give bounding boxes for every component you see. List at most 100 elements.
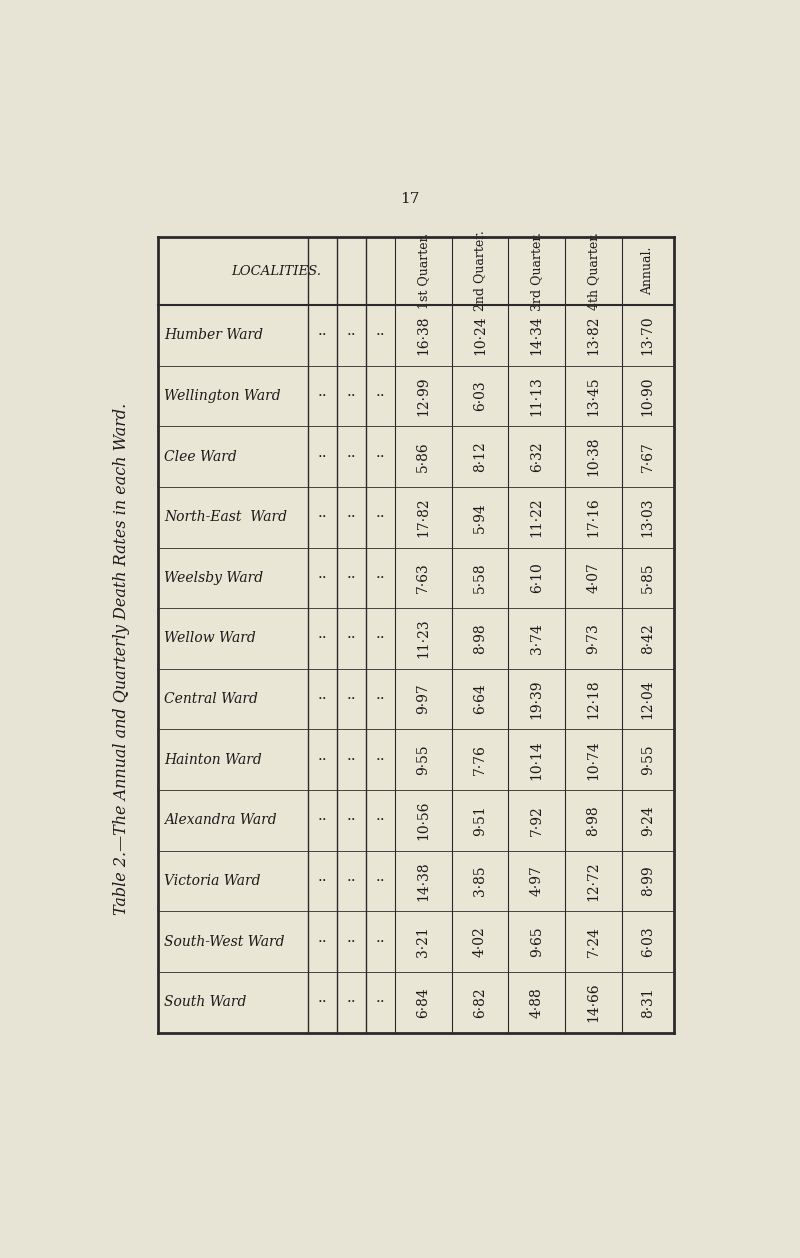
Text: ··: ·· bbox=[375, 449, 385, 463]
Text: 6·10: 6·10 bbox=[530, 562, 544, 594]
Text: ··: ·· bbox=[346, 571, 356, 585]
Text: ··: ·· bbox=[375, 995, 385, 1009]
Text: North-East  Ward: North-East Ward bbox=[164, 511, 287, 525]
Text: Annual.: Annual. bbox=[642, 247, 654, 296]
Text: ··: ·· bbox=[346, 935, 356, 949]
Text: Humber Ward: Humber Ward bbox=[164, 328, 263, 342]
Text: ··: ·· bbox=[375, 814, 385, 828]
Text: 8·98: 8·98 bbox=[473, 623, 487, 654]
Text: 8·98: 8·98 bbox=[586, 805, 601, 835]
Text: 6·32: 6·32 bbox=[530, 442, 544, 472]
Text: 9·73: 9·73 bbox=[586, 623, 601, 654]
Text: 12·18: 12·18 bbox=[586, 679, 601, 718]
Text: 3·74: 3·74 bbox=[530, 623, 544, 654]
Text: 17·82: 17·82 bbox=[416, 497, 430, 537]
Text: 13·45: 13·45 bbox=[586, 376, 601, 415]
Text: ··: ·· bbox=[375, 692, 385, 706]
Text: ··: ·· bbox=[346, 874, 356, 888]
Text: 8·12: 8·12 bbox=[473, 442, 487, 472]
Text: ··: ·· bbox=[346, 328, 356, 342]
Text: 9·65: 9·65 bbox=[530, 926, 544, 957]
Text: ··: ·· bbox=[346, 511, 356, 525]
Text: 19·39: 19·39 bbox=[530, 679, 544, 718]
Text: 3rd Quarter.: 3rd Quarter. bbox=[530, 231, 543, 311]
Text: 6·03: 6·03 bbox=[641, 926, 654, 957]
Text: 4·97: 4·97 bbox=[530, 866, 544, 897]
Text: ··: ·· bbox=[346, 752, 356, 766]
Text: 13·03: 13·03 bbox=[641, 497, 654, 537]
Bar bbox=[158, 238, 674, 1033]
Text: 4·07: 4·07 bbox=[586, 562, 601, 594]
Text: 17·16: 17·16 bbox=[586, 497, 601, 537]
Text: 11·23: 11·23 bbox=[416, 619, 430, 658]
Text: 10·24: 10·24 bbox=[473, 316, 487, 355]
Text: 8·42: 8·42 bbox=[641, 623, 654, 654]
Text: 9·97: 9·97 bbox=[416, 684, 430, 715]
Text: 9·51: 9·51 bbox=[473, 805, 487, 835]
Text: 10·38: 10·38 bbox=[586, 437, 601, 477]
Text: 17: 17 bbox=[400, 191, 420, 206]
Text: 7·67: 7·67 bbox=[641, 442, 654, 472]
Text: Wellington Ward: Wellington Ward bbox=[164, 389, 281, 403]
Text: 5·94: 5·94 bbox=[473, 502, 487, 532]
Text: South-West Ward: South-West Ward bbox=[164, 935, 285, 949]
Text: ··: ·· bbox=[318, 692, 327, 706]
Text: ··: ·· bbox=[318, 449, 327, 463]
Text: 14·38: 14·38 bbox=[416, 862, 430, 901]
Text: ··: ·· bbox=[318, 511, 327, 525]
Text: 6·82: 6·82 bbox=[473, 988, 487, 1018]
Text: 6·64: 6·64 bbox=[473, 684, 487, 715]
Text: 7·92: 7·92 bbox=[530, 805, 544, 835]
Text: Victoria Ward: Victoria Ward bbox=[164, 874, 261, 888]
Text: 7·76: 7·76 bbox=[473, 745, 487, 775]
Text: 8·31: 8·31 bbox=[641, 988, 654, 1018]
Text: 10·90: 10·90 bbox=[641, 376, 654, 415]
Text: 10·74: 10·74 bbox=[586, 740, 601, 780]
Text: 1st Quarter.: 1st Quarter. bbox=[417, 233, 430, 309]
Text: ··: ·· bbox=[375, 752, 385, 766]
Text: ··: ·· bbox=[318, 632, 327, 645]
Text: ··: ·· bbox=[318, 874, 327, 888]
Text: LOCALITIES.: LOCALITIES. bbox=[231, 264, 322, 278]
Text: ··: ·· bbox=[318, 935, 327, 949]
Text: ··: ·· bbox=[375, 874, 385, 888]
Text: 11·22: 11·22 bbox=[530, 497, 544, 537]
Text: 12·72: 12·72 bbox=[586, 862, 601, 901]
Text: 6·03: 6·03 bbox=[473, 381, 487, 411]
Text: ··: ·· bbox=[346, 692, 356, 706]
Text: 7·24: 7·24 bbox=[586, 926, 601, 957]
Text: Alexandra Ward: Alexandra Ward bbox=[164, 814, 277, 828]
Text: 9·55: 9·55 bbox=[416, 745, 430, 775]
Text: ··: ·· bbox=[346, 389, 356, 403]
Text: 12·04: 12·04 bbox=[641, 679, 654, 718]
Text: 6·84: 6·84 bbox=[416, 988, 430, 1018]
Text: ··: ·· bbox=[375, 511, 385, 525]
Text: 16·38: 16·38 bbox=[416, 316, 430, 355]
Text: 12·99: 12·99 bbox=[416, 376, 430, 415]
Text: 14·34: 14·34 bbox=[530, 316, 544, 355]
Text: 4th Quarter.: 4th Quarter. bbox=[587, 233, 600, 309]
Text: ··: ·· bbox=[346, 995, 356, 1009]
Text: 4·02: 4·02 bbox=[473, 926, 487, 957]
Text: 8·99: 8·99 bbox=[641, 866, 654, 897]
Text: Clee Ward: Clee Ward bbox=[164, 449, 237, 463]
Text: 5·58: 5·58 bbox=[473, 562, 487, 593]
Text: Table 2.—The Annual and Quarterly Death Rates in each Ward.: Table 2.—The Annual and Quarterly Death … bbox=[114, 403, 130, 916]
Text: ··: ·· bbox=[375, 389, 385, 403]
Text: ··: ·· bbox=[375, 328, 385, 342]
Text: 13·82: 13·82 bbox=[586, 316, 601, 355]
Text: Central Ward: Central Ward bbox=[164, 692, 258, 706]
Text: 7·63: 7·63 bbox=[416, 562, 430, 594]
Text: 4·88: 4·88 bbox=[530, 988, 544, 1018]
Text: ··: ·· bbox=[375, 632, 385, 645]
Text: 14·66: 14·66 bbox=[586, 982, 601, 1021]
Text: ··: ·· bbox=[318, 389, 327, 403]
Text: 3·85: 3·85 bbox=[473, 866, 487, 897]
Text: 5·86: 5·86 bbox=[416, 442, 430, 472]
Text: 2nd Quarter.: 2nd Quarter. bbox=[474, 230, 486, 312]
Text: 9·55: 9·55 bbox=[641, 745, 654, 775]
Text: ··: ·· bbox=[318, 995, 327, 1009]
Text: 13·70: 13·70 bbox=[641, 316, 654, 355]
Text: Wellow Ward: Wellow Ward bbox=[164, 632, 256, 645]
Text: 10·14: 10·14 bbox=[530, 740, 544, 780]
